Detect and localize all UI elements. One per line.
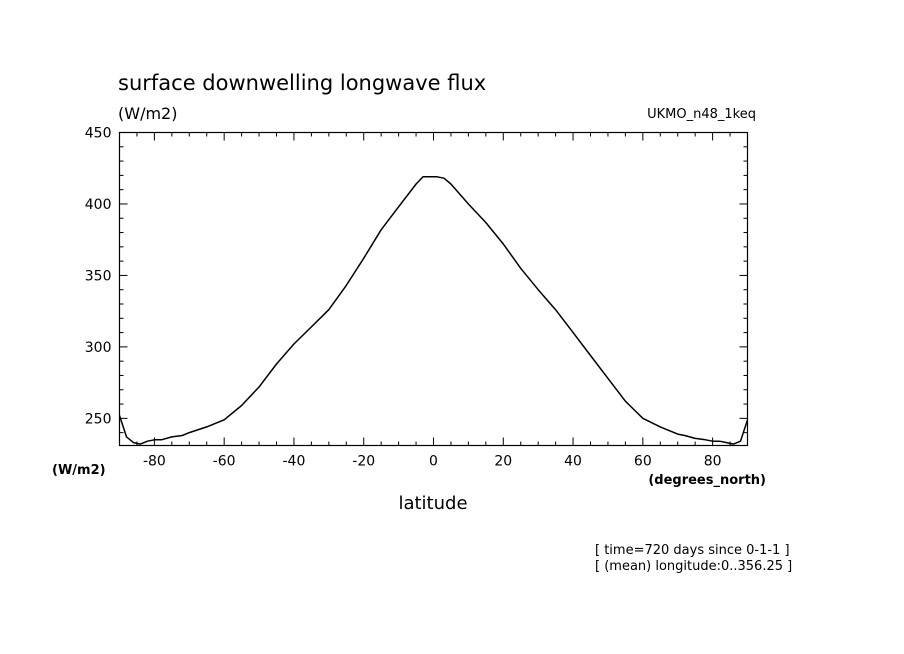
x-tick-label: -60 (213, 454, 236, 470)
chart-title: surface downwelling longwave flux (118, 71, 486, 95)
info-line-longitude: [ (mean) longitude:0..356.25 ] (595, 559, 792, 574)
plot-frame (118, 131, 749, 447)
y-tick-label: 350 (85, 268, 112, 284)
x-axis-ticks (136, 132, 731, 446)
units-label: (W/m2) (118, 104, 177, 123)
x-tick-label: -80 (143, 454, 166, 470)
series-group (118, 176, 749, 445)
x-axis-label: latitude (398, 493, 467, 514)
x-tick-label: 80 (704, 454, 722, 470)
y-axis-tick-labels: 250 300 350 400 450 (85, 126, 112, 428)
series-line (118, 176, 749, 445)
y-tick-label: 400 (85, 197, 112, 213)
x-tick-label: 0 (429, 454, 438, 470)
x-tick-label: 20 (494, 454, 512, 470)
x-units-label: (degrees_north) (648, 473, 766, 488)
y-tick-label: 250 (85, 411, 112, 427)
x-tick-label: -20 (352, 454, 375, 470)
dataset-label: UKMO_n48_1keq (647, 107, 756, 122)
x-tick-label: -40 (283, 454, 306, 470)
y-tick-label: 300 (85, 340, 112, 356)
info-line-time: [ time=720 days since 0-1-1 ] (595, 543, 790, 558)
x-tick-label: 60 (634, 454, 652, 470)
x-axis-tick-labels: -80 -60 -40 -20 0 20 40 60 80 (143, 454, 722, 470)
y-tick-label: 450 (85, 126, 112, 142)
x-tick-label: 40 (564, 454, 582, 470)
y-axis-ticks (119, 132, 748, 434)
y-axis-label: (W/m2) (52, 463, 106, 478)
